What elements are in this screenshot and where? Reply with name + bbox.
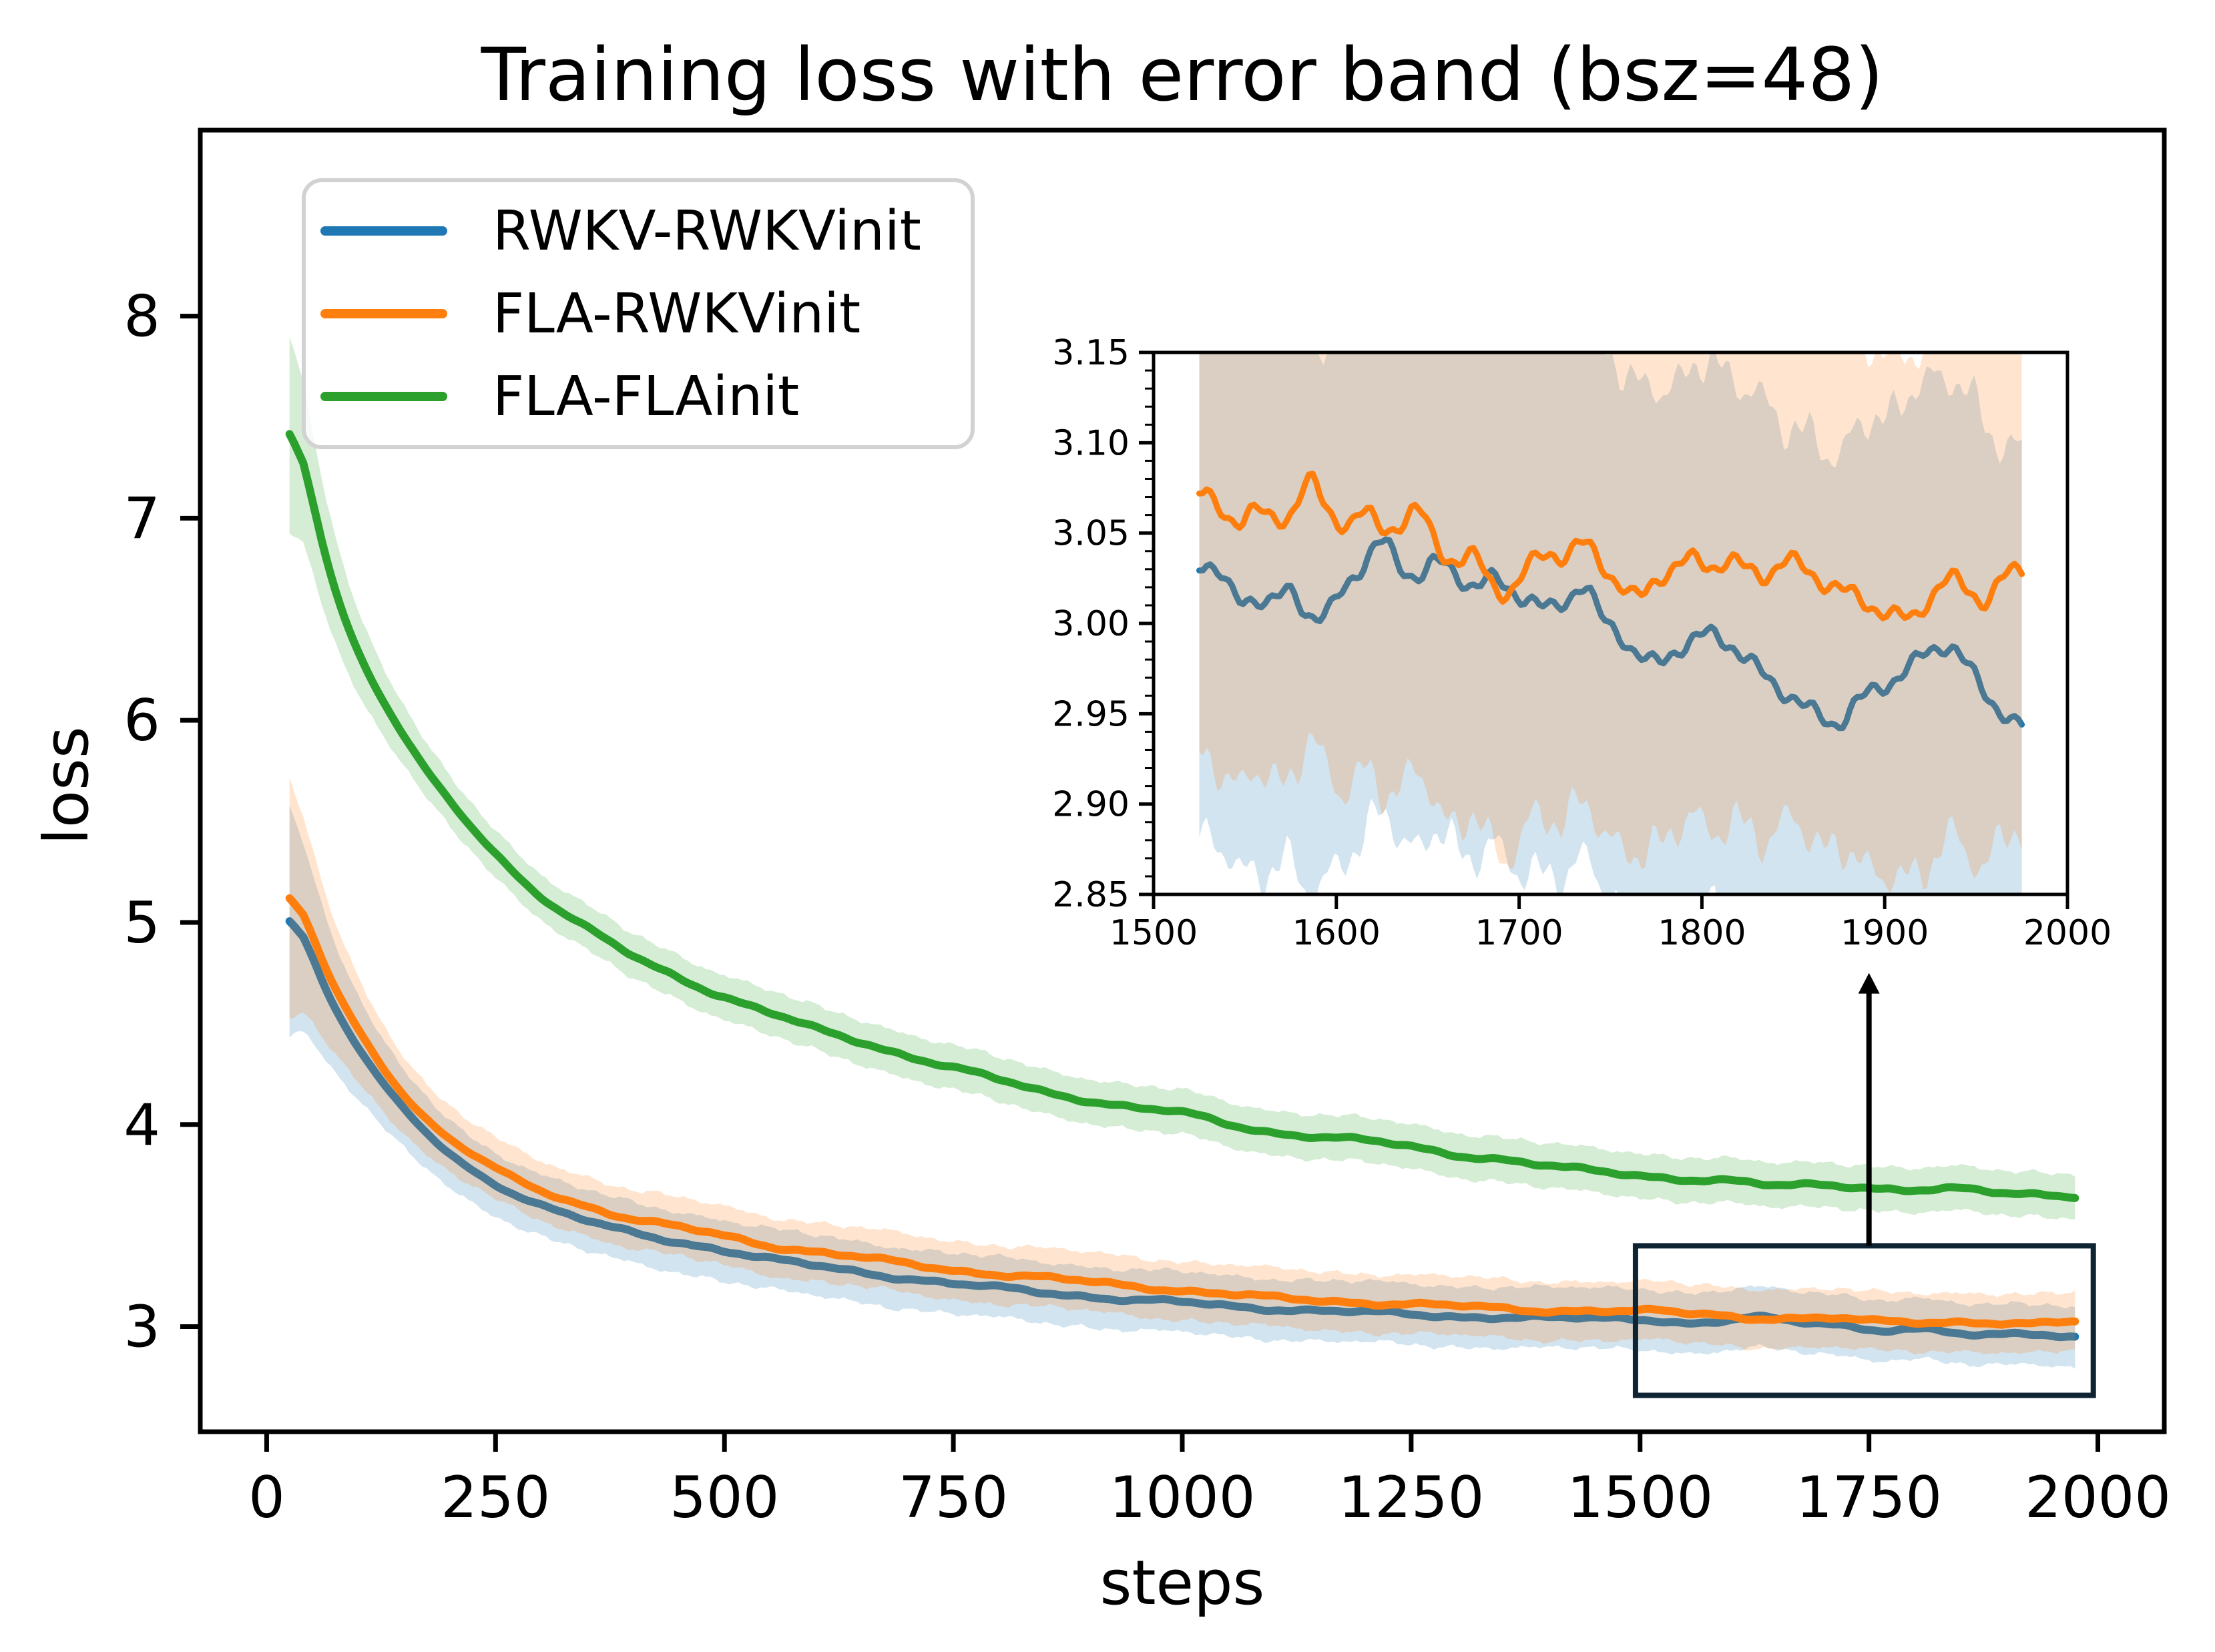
legend-line-swatch-green bbox=[320, 392, 447, 401]
inset-y-tick-label: 3.00 bbox=[1052, 604, 1130, 644]
y-tick-label: 4 bbox=[124, 1092, 160, 1159]
legend-line-swatch-blue bbox=[320, 226, 447, 236]
x-axis-label: steps bbox=[1099, 1547, 1265, 1619]
inset-x-tick-label: 1600 bbox=[1292, 913, 1381, 953]
legend-item-rwkv-rwkvinit: RWKV-RWKVinit bbox=[306, 192, 971, 270]
zoom-region-box bbox=[1632, 1243, 2096, 1398]
inset-x-tick-label: 1800 bbox=[1658, 913, 1746, 953]
legend-label: FLA-RWKVinit bbox=[493, 282, 861, 346]
error-band-fla-rwkvinit bbox=[289, 776, 2075, 1355]
error-band-rwkv-rwkvinit bbox=[289, 805, 2075, 1369]
inset-x-tick-label: 1900 bbox=[1840, 913, 1929, 953]
x-tick-label: 500 bbox=[670, 1464, 779, 1531]
legend-item-fla-rwkvinit: FLA-RWKVinit bbox=[306, 274, 971, 353]
inset-y-tick-label: 2.85 bbox=[1052, 875, 1130, 915]
inset-error-band-fla-rwkvinit bbox=[1199, 352, 2022, 894]
y-tick-label: 7 bbox=[124, 485, 160, 552]
x-tick-label: 1000 bbox=[1110, 1464, 1256, 1531]
y-axis-label: loss bbox=[31, 726, 102, 845]
loss-line-fla-rwkvinit bbox=[285, 894, 2079, 1329]
arrow-head-icon bbox=[1858, 973, 1880, 994]
y-tick-label: 6 bbox=[124, 687, 160, 754]
inset-loss-line-fla-rwkvinit bbox=[1196, 471, 2025, 621]
x-tick-label: 750 bbox=[899, 1464, 1008, 1531]
x-tick-label: 1500 bbox=[1567, 1464, 1713, 1531]
legend: RWKV-RWKVinit FLA-RWKVinit FLA-FLAinit bbox=[302, 178, 975, 449]
inset-y-tick-label: 2.90 bbox=[1052, 785, 1130, 825]
loss-line-fla-flainit bbox=[285, 430, 2079, 1202]
legend-item-fla-flainit: FLA-FLAinit bbox=[306, 357, 971, 436]
chart-title: Training loss with error band (bsz=48) bbox=[481, 32, 1884, 117]
inset-y-tick-label: 2.95 bbox=[1052, 694, 1130, 734]
x-tick-label: 1250 bbox=[1338, 1464, 1484, 1531]
legend-label: RWKV-RWKVinit bbox=[493, 199, 921, 263]
inset-loss-line-rwkv-rwkvinit bbox=[1196, 536, 2025, 732]
y-tick-label: 8 bbox=[124, 284, 160, 350]
legend-line-swatch-orange bbox=[320, 309, 447, 318]
y-tick-label: 3 bbox=[124, 1294, 160, 1361]
inset-y-tick-label: 3.05 bbox=[1052, 514, 1130, 554]
x-tick-label: 250 bbox=[441, 1464, 550, 1531]
x-tick-label: 2000 bbox=[2025, 1464, 2171, 1531]
inset-x-tick-label: 1500 bbox=[1110, 913, 1198, 953]
x-tick-label: 1750 bbox=[1796, 1464, 1942, 1531]
inset-x-tick-label: 2000 bbox=[2023, 913, 2112, 953]
y-tick-label: 5 bbox=[124, 890, 160, 956]
inset-x-tick-label: 1700 bbox=[1475, 913, 1563, 953]
inset-y-tick-label: 3.15 bbox=[1052, 333, 1130, 373]
legend-label: FLA-FLAinit bbox=[493, 364, 800, 429]
x-tick-label: 0 bbox=[248, 1464, 285, 1531]
inset-y-tick-label: 3.10 bbox=[1052, 423, 1130, 463]
